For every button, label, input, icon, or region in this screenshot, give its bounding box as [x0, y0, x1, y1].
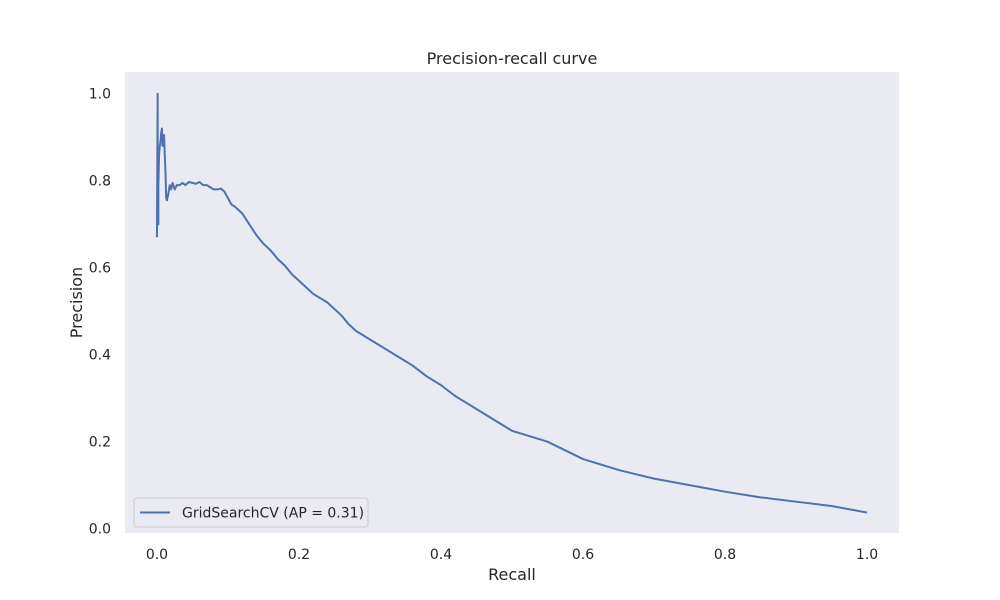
y-axis-label: Precision: [67, 267, 86, 338]
y-tick-label: 1.0: [89, 87, 111, 103]
plot-area: [125, 72, 899, 533]
chart-title: Precision-recall curve: [427, 49, 598, 68]
x-tick-label: 0.8: [714, 547, 736, 563]
x-tick-label: 0.0: [146, 547, 168, 563]
legend-box: [133, 497, 369, 528]
y-tick-label: 0.2: [89, 435, 111, 451]
y-tick-label: 0.8: [89, 174, 111, 190]
x-tick-label: 0.4: [430, 547, 452, 563]
y-tick-label: 0.6: [89, 261, 111, 277]
x-tick-label: 0.6: [572, 547, 594, 563]
legend-entry-label: GridSearchCV (AP = 0.31): [182, 506, 364, 522]
x-tick-label: 0.2: [288, 547, 310, 563]
series-line-gridsearchcv: [155, 92, 868, 514]
x-axis-label: Recall: [488, 565, 536, 584]
legend: GridSearchCV (AP = 0.31): [133, 497, 369, 528]
y-tick-label: 0.4: [89, 348, 111, 364]
y-tick-label: 0.0: [89, 522, 111, 538]
x-tick-label: 1.0: [856, 547, 878, 563]
